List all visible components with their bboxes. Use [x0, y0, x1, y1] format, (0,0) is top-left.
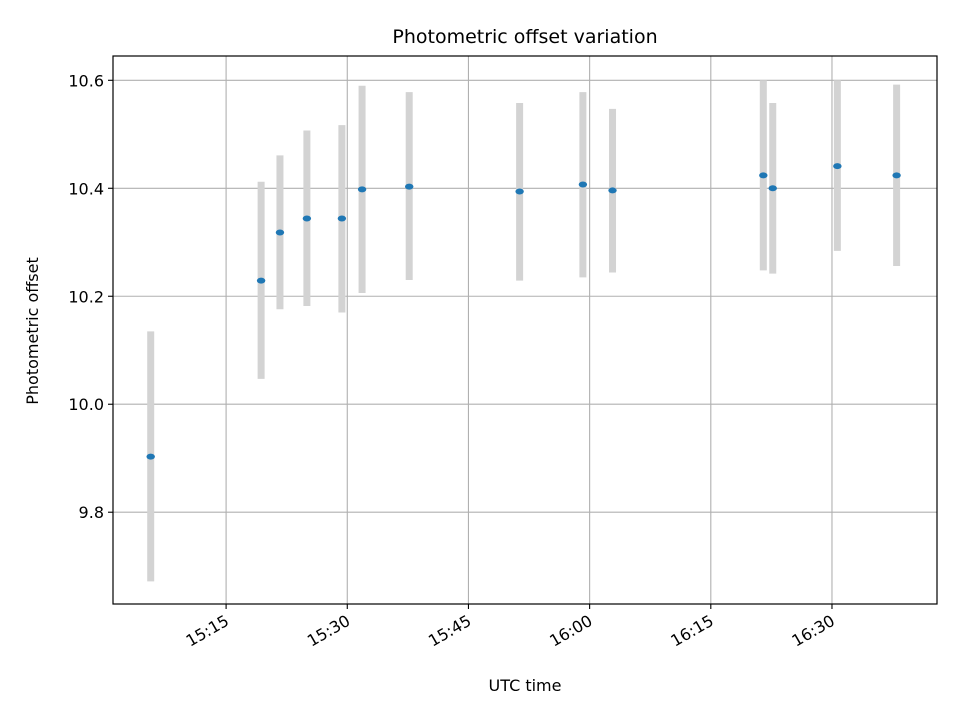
- x-tick-label: 15:45: [425, 611, 474, 651]
- data-point: [759, 172, 768, 179]
- data-point: [892, 172, 901, 179]
- data-point: [256, 277, 266, 284]
- data-points: [146, 163, 901, 460]
- x-tick-label: 15:15: [183, 611, 232, 651]
- y-tick-label: 10.6: [68, 71, 104, 90]
- data-point: [357, 186, 367, 193]
- y-tick-label: 10.0: [68, 395, 104, 414]
- data-point: [768, 185, 777, 192]
- chart-title: Photometric offset variation: [392, 26, 657, 48]
- y-tick-label: 10.4: [68, 179, 104, 198]
- data-point: [833, 163, 842, 170]
- data-point: [275, 229, 285, 236]
- x-tick-label: 16:00: [546, 611, 595, 651]
- x-tick-label: 15:30: [304, 611, 353, 651]
- data-point: [146, 453, 155, 460]
- data-point: [302, 215, 312, 222]
- data-point: [405, 183, 414, 190]
- y-axis-title: Photometric offset: [23, 257, 42, 405]
- data-point: [578, 181, 588, 188]
- x-tick-label: 16:30: [789, 611, 838, 651]
- x-axis: 15:15 15:30 15:45 16:00 16:15 16:30: [183, 604, 838, 651]
- error-bars: [147, 80, 901, 582]
- y-axis: 9.8 10.0 10.2 10.4 10.6: [68, 71, 113, 522]
- data-point: [337, 215, 347, 222]
- x-axis-title: UTC time: [489, 676, 562, 695]
- data-point: [515, 188, 524, 195]
- data-point: [608, 187, 617, 194]
- y-tick-label: 9.8: [79, 503, 104, 522]
- x-tick-label: 16:15: [667, 611, 716, 651]
- y-tick-label: 10.2: [68, 287, 104, 306]
- plot-frame: [112, 55, 938, 605]
- grid: [113, 56, 937, 604]
